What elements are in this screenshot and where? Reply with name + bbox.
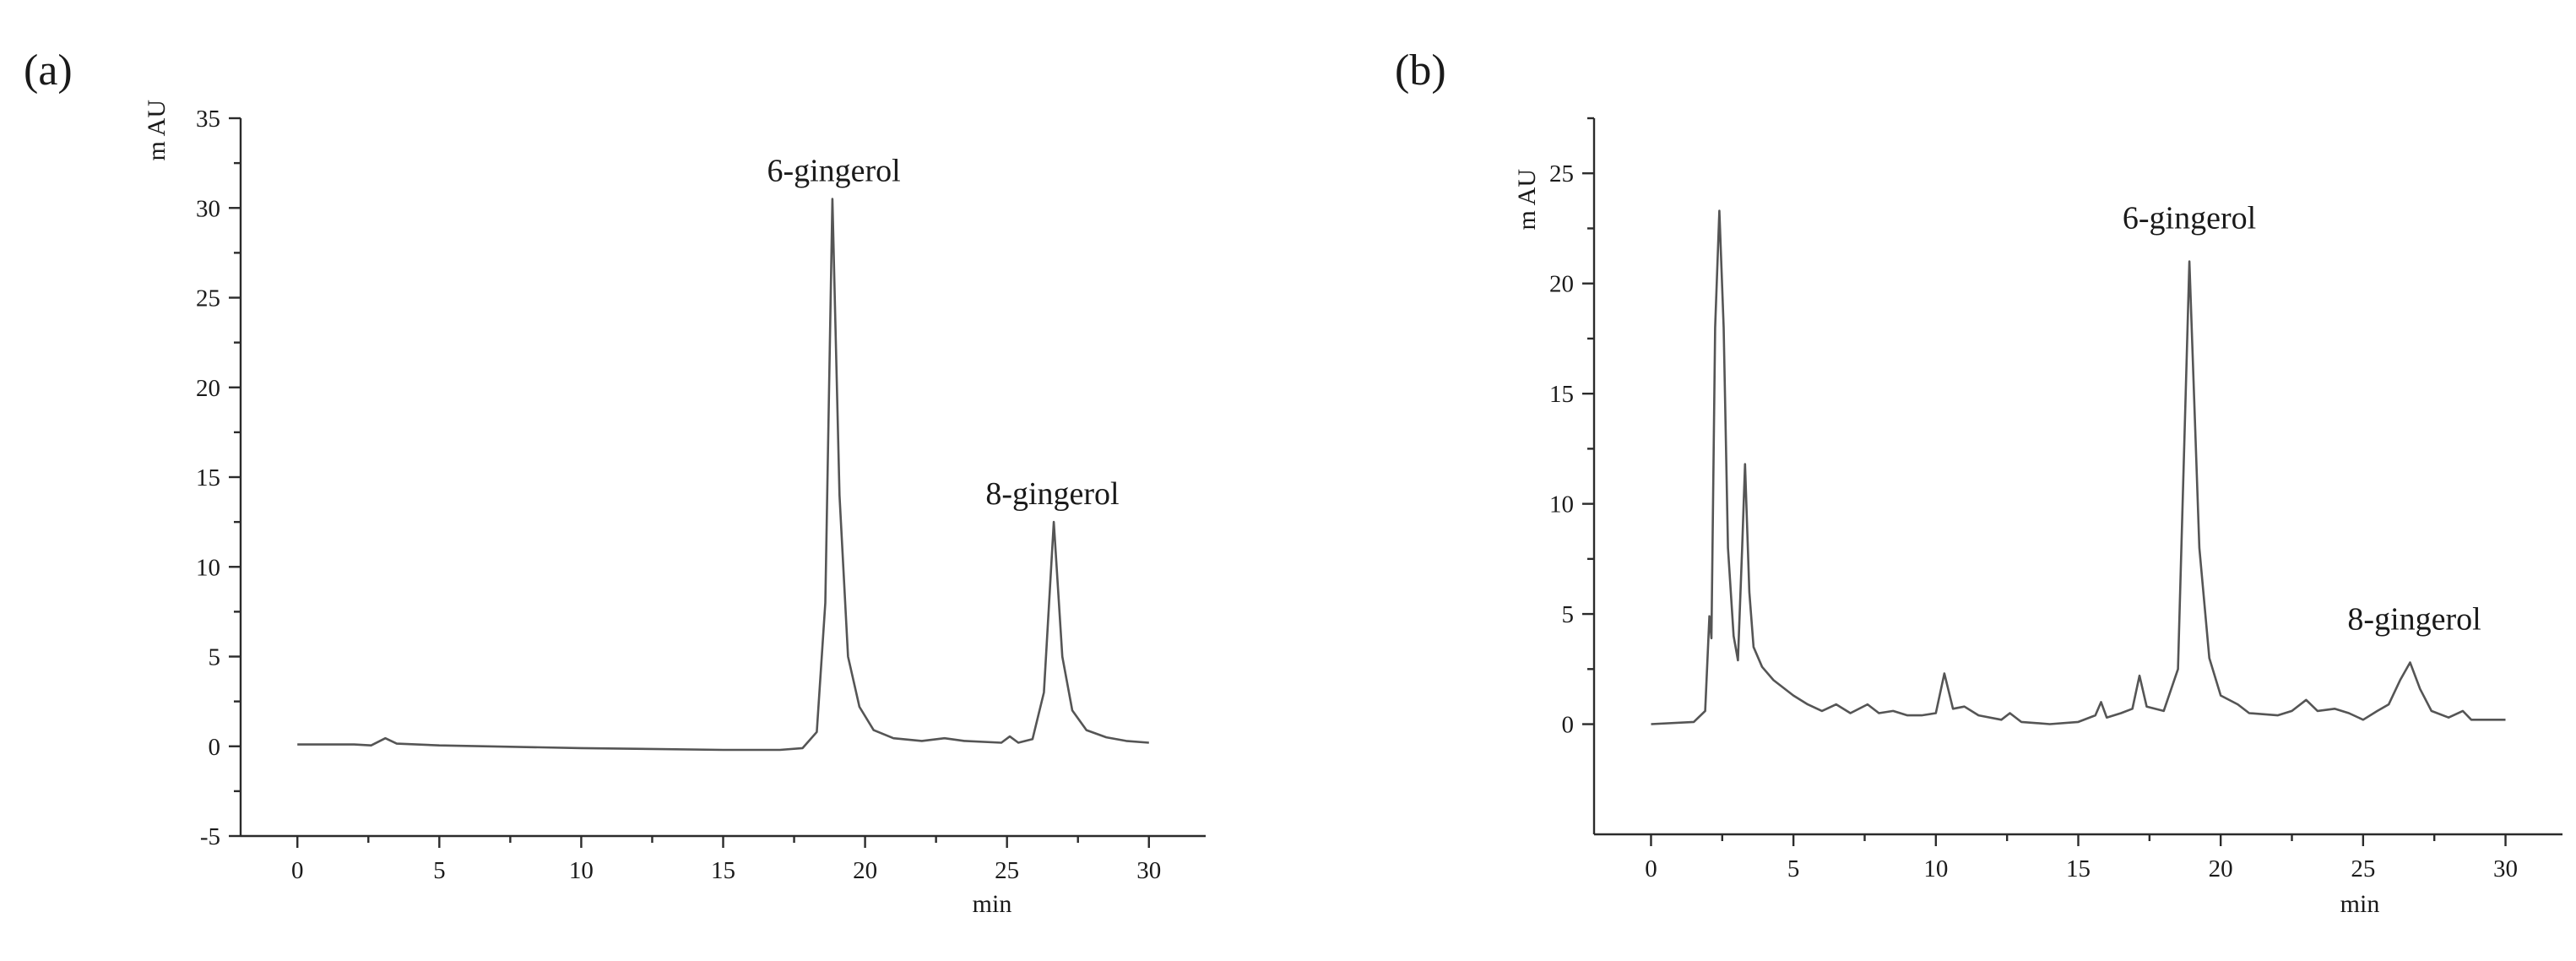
panel-b: (b) 0 5 10 15 20 25 30 0 5 10 15 20 25 m AU min 6-ginger… (1395, 46, 2562, 918)
x-tick-label: 30 (2493, 855, 2518, 882)
x-tick-label: 0 (1645, 855, 1657, 882)
y-tick-label: 25 (196, 285, 220, 312)
y-tick-label: 20 (196, 375, 220, 402)
y-tick-label: 5 (1562, 601, 1575, 628)
peak-annotation: 6-gingerol (767, 153, 900, 188)
x-tick-label: 15 (711, 857, 735, 884)
y-tick-label: 10 (1549, 491, 1574, 519)
x-tick-label: 25 (995, 857, 1019, 884)
y-tick-label: 5 (209, 644, 221, 671)
x-tick-label: 10 (1923, 855, 1948, 882)
panel-a: (a) 0 5 10 15 20 25 30 -5 0 5 10 15 20 25 30 35 m AU min 6-… (24, 46, 1206, 918)
y-tick-label: 35 (196, 106, 220, 133)
x-tick-label: 5 (1787, 855, 1800, 882)
y-axis-label: m AU (1513, 169, 1541, 231)
x-tick-label: 20 (2209, 855, 2233, 882)
y-tick-label: 0 (209, 734, 221, 761)
x-tick-label: 15 (2066, 855, 2091, 882)
y-tick-label: 30 (196, 195, 220, 222)
x-tick-label: 30 (1136, 857, 1161, 884)
y-tick-label: 20 (1549, 271, 1574, 298)
x-tick-label: 20 (853, 857, 877, 884)
panel-label: (a) (24, 46, 73, 95)
x-tick-label: 10 (569, 857, 594, 884)
x-tick-label: 0 (291, 857, 304, 884)
chromatogram-trace (297, 198, 1149, 752)
y-tick-label: 15 (196, 464, 220, 491)
y-axis-label: m AU (143, 100, 171, 161)
y-tick-label: -5 (200, 823, 220, 850)
x-tick-label: 5 (433, 857, 446, 884)
y-tick-label: 25 (1549, 160, 1574, 187)
peak-annotation: 8-gingerol (985, 476, 1119, 512)
x-axis-label: min (973, 890, 1012, 918)
peak-annotation: 6-gingerol (2123, 200, 2256, 236)
chromatogram-trace (1651, 209, 2506, 725)
peak-annotation: 8-gingerol (2347, 601, 2481, 637)
x-tick-label: 25 (2351, 855, 2375, 882)
x-axis-label: min (2340, 890, 2380, 918)
y-tick-label: 15 (1549, 381, 1574, 408)
y-tick-label: 10 (196, 554, 220, 581)
panel-label: (b) (1395, 46, 1446, 95)
y-tick-label: 0 (1562, 712, 1575, 739)
